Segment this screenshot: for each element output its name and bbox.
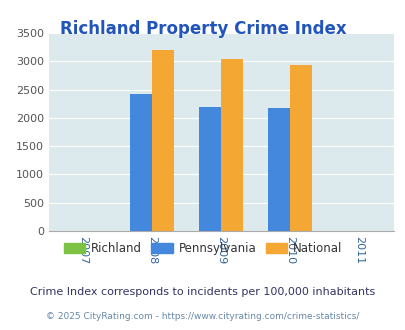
Bar bbox=[290, 65, 311, 231]
Bar bbox=[268, 108, 290, 231]
Bar bbox=[152, 50, 174, 231]
Text: Richland Property Crime Index: Richland Property Crime Index bbox=[60, 20, 345, 38]
Bar bbox=[130, 93, 152, 231]
Legend: Richland, Pennsylvania, National: Richland, Pennsylvania, National bbox=[59, 237, 346, 260]
Bar bbox=[221, 59, 243, 231]
Bar bbox=[199, 107, 221, 231]
Text: Crime Index corresponds to incidents per 100,000 inhabitants: Crime Index corresponds to incidents per… bbox=[30, 287, 375, 297]
Text: © 2025 CityRating.com - https://www.cityrating.com/crime-statistics/: © 2025 CityRating.com - https://www.city… bbox=[46, 312, 359, 321]
